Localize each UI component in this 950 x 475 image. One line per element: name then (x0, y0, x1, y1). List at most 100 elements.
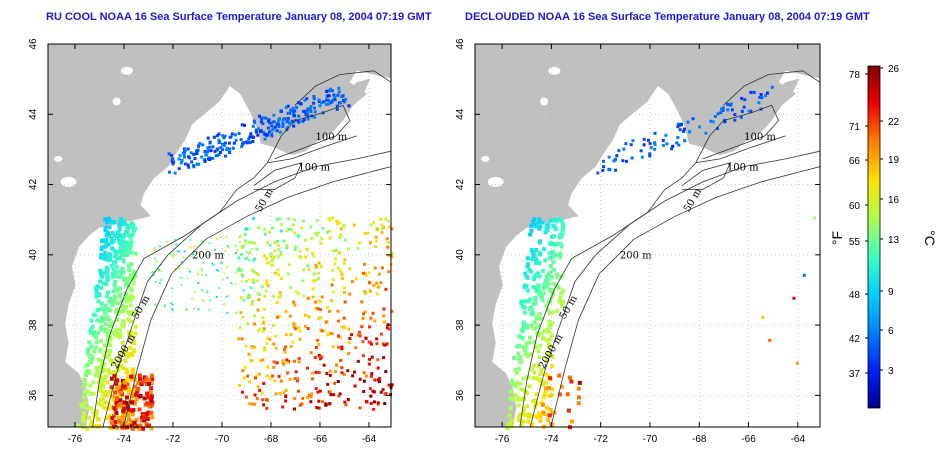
sst-pixel (97, 370, 102, 375)
sst-pixel (124, 299, 129, 304)
sst-pixel (252, 345, 256, 349)
sst-pixel (335, 107, 339, 111)
sst-pixel (227, 246, 230, 249)
sst-pixel (145, 423, 150, 428)
sst-pixel (721, 106, 725, 110)
sst-pixel (187, 155, 190, 159)
sst-pixel (676, 136, 680, 140)
sst-pixel (329, 100, 333, 104)
sst-pixel (98, 398, 103, 403)
sst-pixel (312, 101, 316, 105)
sst-pixel (130, 352, 135, 357)
sst-pixel (320, 237, 324, 241)
sst-pixel (317, 261, 321, 265)
sst-pixel (293, 397, 297, 400)
sst-pixel (313, 356, 317, 359)
sst-pixel (126, 422, 131, 427)
sst-pixel (305, 396, 309, 400)
sst-pixel (333, 98, 337, 102)
sst-pixel (364, 292, 368, 296)
sst-pixel (130, 412, 135, 417)
sst-pixel (374, 235, 378, 239)
sst-pixel (97, 388, 102, 393)
sst-pixel (289, 228, 293, 232)
sst-pixel (385, 237, 389, 241)
sst-pixel (242, 298, 246, 302)
sst-pixel (521, 304, 525, 309)
sst-pixel (286, 112, 290, 115)
sst-pixel (256, 385, 260, 389)
fahrenheit-tick-label: 71 (849, 122, 861, 133)
sst-pixel (531, 376, 536, 380)
sst-pixel (112, 248, 117, 253)
sst-data (76, 86, 394, 431)
sst-pixel (100, 381, 104, 386)
sst-pixel (536, 333, 540, 338)
sst-pixel (107, 406, 112, 411)
sst-pixel (98, 268, 103, 273)
sst-pixel (255, 279, 259, 283)
sst-pixel (382, 226, 386, 229)
sst-pixel (309, 108, 312, 112)
sst-pixel (534, 248, 539, 252)
sst-pixel (248, 380, 252, 384)
sst-pixel (547, 251, 552, 256)
sst-pixel (97, 365, 102, 370)
sst-pixel (551, 260, 556, 265)
sst-pixel (286, 125, 290, 129)
sst-pixel (193, 157, 197, 160)
sst-pixel (124, 395, 129, 400)
sst-pixel (339, 359, 343, 362)
sst-pixel (96, 299, 101, 304)
sst-pixel (343, 100, 346, 104)
sst-pixel (309, 225, 313, 229)
sst-pixel (510, 397, 515, 402)
sst-pixel (537, 261, 542, 266)
sst-pixel (107, 252, 112, 257)
sst-pixel (549, 333, 554, 338)
sst-pixel (100, 358, 105, 363)
sst-pixel (261, 316, 265, 320)
sst-pixel (126, 354, 131, 359)
sst-pixel (155, 260, 158, 263)
sst-pixel (120, 248, 125, 253)
sst-pixel (330, 332, 334, 336)
sst-pixel (253, 393, 257, 397)
sst-pixel (747, 109, 751, 113)
sst-pixel (126, 407, 131, 412)
sst-pixel (374, 245, 377, 248)
sst-pixel (213, 149, 217, 153)
lake-3 (481, 155, 490, 162)
sst-pixel (124, 367, 129, 372)
contour-100m (519, 135, 786, 428)
sst-pixel (108, 337, 113, 342)
sst-pixel (99, 315, 104, 320)
sst-pixel (157, 270, 160, 273)
sst-pixel (676, 122, 680, 126)
sst-pixel (272, 360, 276, 364)
sst-pixel (131, 367, 136, 372)
sst-pixel (280, 223, 284, 226)
sst-pixel (180, 159, 184, 162)
sst-pixel (351, 374, 355, 378)
sst-pixel (102, 367, 107, 372)
sst-pixel (525, 404, 530, 409)
sst-pixel (350, 333, 354, 337)
y-tick-label: 40 (28, 249, 39, 261)
sst-pixel (203, 160, 207, 163)
sst-pixel (88, 330, 93, 335)
sst-pixel (522, 310, 527, 315)
sst-pixel (131, 407, 136, 412)
sst-pixel (128, 310, 133, 315)
sst-pixel (142, 418, 147, 423)
sst-pixel (665, 142, 669, 146)
sst-pixel (120, 417, 125, 422)
sst-pixel (740, 96, 744, 100)
sst-pixel (312, 272, 316, 276)
sst-pixel (385, 342, 389, 346)
sst-pixel (94, 366, 99, 370)
lake-0 (60, 176, 77, 187)
sst-pixel (369, 374, 373, 378)
sst-pixel (514, 371, 519, 375)
sst-pixel (369, 223, 373, 227)
